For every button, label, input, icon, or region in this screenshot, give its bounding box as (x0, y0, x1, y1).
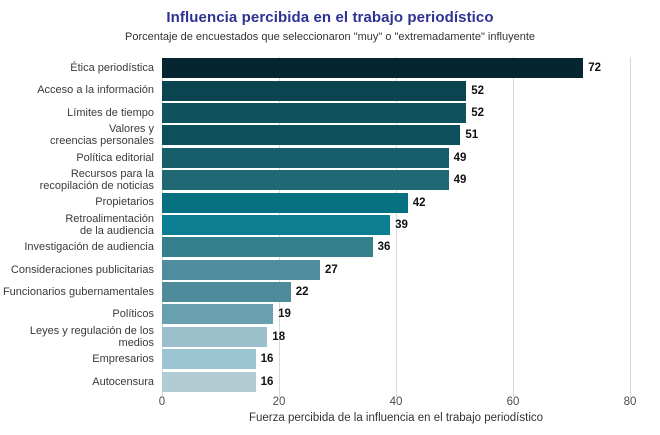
bar-row: Autocensura 16 (0, 370, 660, 392)
bar (162, 371, 256, 392)
gridline (512, 57, 514, 397)
chart-title: Influencia percibida en el trabajo perio… (166, 9, 494, 26)
bar-track: 42 (162, 191, 630, 213)
bar-track: 72 (162, 57, 630, 79)
bar (162, 170, 449, 191)
bar-track: 49 (162, 169, 630, 191)
value-label: 16 (260, 353, 274, 366)
x-axis-label: Fuerza percibida de la influencia en el … (248, 412, 544, 424)
category-label: Consideraciones publicitarias (10, 263, 154, 276)
category-label: Ética periodística (70, 62, 154, 75)
bar-track: 51 (162, 124, 630, 146)
bar (162, 58, 584, 79)
bar (162, 80, 467, 101)
bar-track: 16 (162, 348, 630, 370)
bar (162, 326, 268, 347)
bar-track: 52 (162, 79, 630, 101)
bar (162, 304, 274, 325)
bar (162, 259, 320, 280)
bar-row: Propietarios 42 (0, 191, 660, 213)
x-tick-label: 0 (158, 396, 166, 408)
category-label: Límites de tiempo (67, 106, 154, 119)
value-label: 52 (471, 106, 484, 119)
bar-row: Valores y creencias personales 51 (0, 123, 660, 148)
bar-track: 27 (162, 259, 630, 281)
bar (162, 147, 449, 168)
value-label: 36 (377, 241, 391, 254)
x-axis-ticks: 0 20 40 60 80 (158, 396, 637, 410)
bar-row: Empresarios 16 (0, 348, 660, 370)
value-label: 42 (412, 196, 426, 209)
value-label: 27 (324, 263, 338, 276)
category-label: Investigación de audiencia (24, 241, 154, 254)
bar-track: 18 (162, 326, 630, 348)
category-label: Autocensura (92, 375, 154, 388)
bar (162, 214, 391, 235)
value-label: 49 (453, 151, 467, 164)
bar (162, 102, 467, 123)
bar-track: 49 (162, 147, 630, 169)
category-label: Empresarios (92, 353, 154, 366)
value-label: 22 (295, 286, 309, 299)
bar-row: Acceso a la información 52 (0, 79, 660, 101)
bar-row: Investigación de audiencia 36 (0, 236, 660, 258)
x-tick-label: 40 (389, 396, 403, 408)
bar-row: Política editorial 49 (0, 147, 660, 169)
chart-subtitle: Porcentaje de encuestados que selecciona… (124, 31, 536, 43)
bar-row: Políticos 19 (0, 303, 660, 325)
category-label: Política editorial (76, 151, 154, 164)
bar-row: Límites de tiempo 52 (0, 102, 660, 124)
bar (162, 237, 373, 258)
bar-track: 36 (162, 236, 630, 258)
bar-track: 19 (162, 303, 630, 325)
bar-row: Funcionarios gubernamentales 22 (0, 281, 660, 303)
value-label: 72 (588, 62, 601, 75)
bar-row: Retroalimentación de la audiencia 39 (0, 212, 660, 237)
bar-rows: Ética periodística 72 Acceso a la informac… (0, 57, 660, 393)
category-label: Propietarios (95, 196, 154, 209)
category-label: Recursos para la recopilación de noticia… (39, 167, 154, 193)
bar-track: 52 (162, 102, 630, 124)
value-label: 18 (272, 330, 286, 343)
category-label: Funcionarios gubernamentales (2, 285, 154, 298)
value-label: 51 (465, 129, 479, 142)
x-tick-label: 80 (623, 396, 637, 408)
gridline (395, 57, 397, 397)
category-label: Acceso a la información (37, 84, 154, 97)
bar-row: Recursos para la recopilación de noticia… (0, 167, 660, 193)
value-label: 39 (395, 218, 408, 231)
value-label: 16 (260, 375, 274, 388)
category-label: Retroalimentación de la audiencia (65, 212, 154, 237)
bar (162, 282, 291, 303)
bar-row: Leyes y regulación de los medios 18 (0, 324, 660, 349)
category-label: Políticos (112, 308, 154, 321)
category-label: Leyes y regulación de los medios (29, 324, 154, 349)
bar-track: 39 (162, 214, 630, 236)
gridline (629, 57, 631, 397)
x-tick-label: 20 (272, 396, 286, 408)
bar (162, 192, 408, 213)
value-label: 49 (453, 174, 467, 187)
value-label: 19 (278, 308, 291, 321)
bar-row: Consideraciones publicitarias 27 (0, 259, 660, 281)
bar-track: 16 (162, 370, 630, 392)
value-label: 52 (471, 84, 484, 97)
category-label: Valores y creencias personales (50, 123, 154, 148)
bar-row: Ética periodística 72 (0, 57, 660, 79)
bar (162, 349, 256, 370)
x-tick-label: 60 (506, 396, 520, 408)
bar (162, 125, 461, 146)
bar-track: 22 (162, 281, 630, 303)
